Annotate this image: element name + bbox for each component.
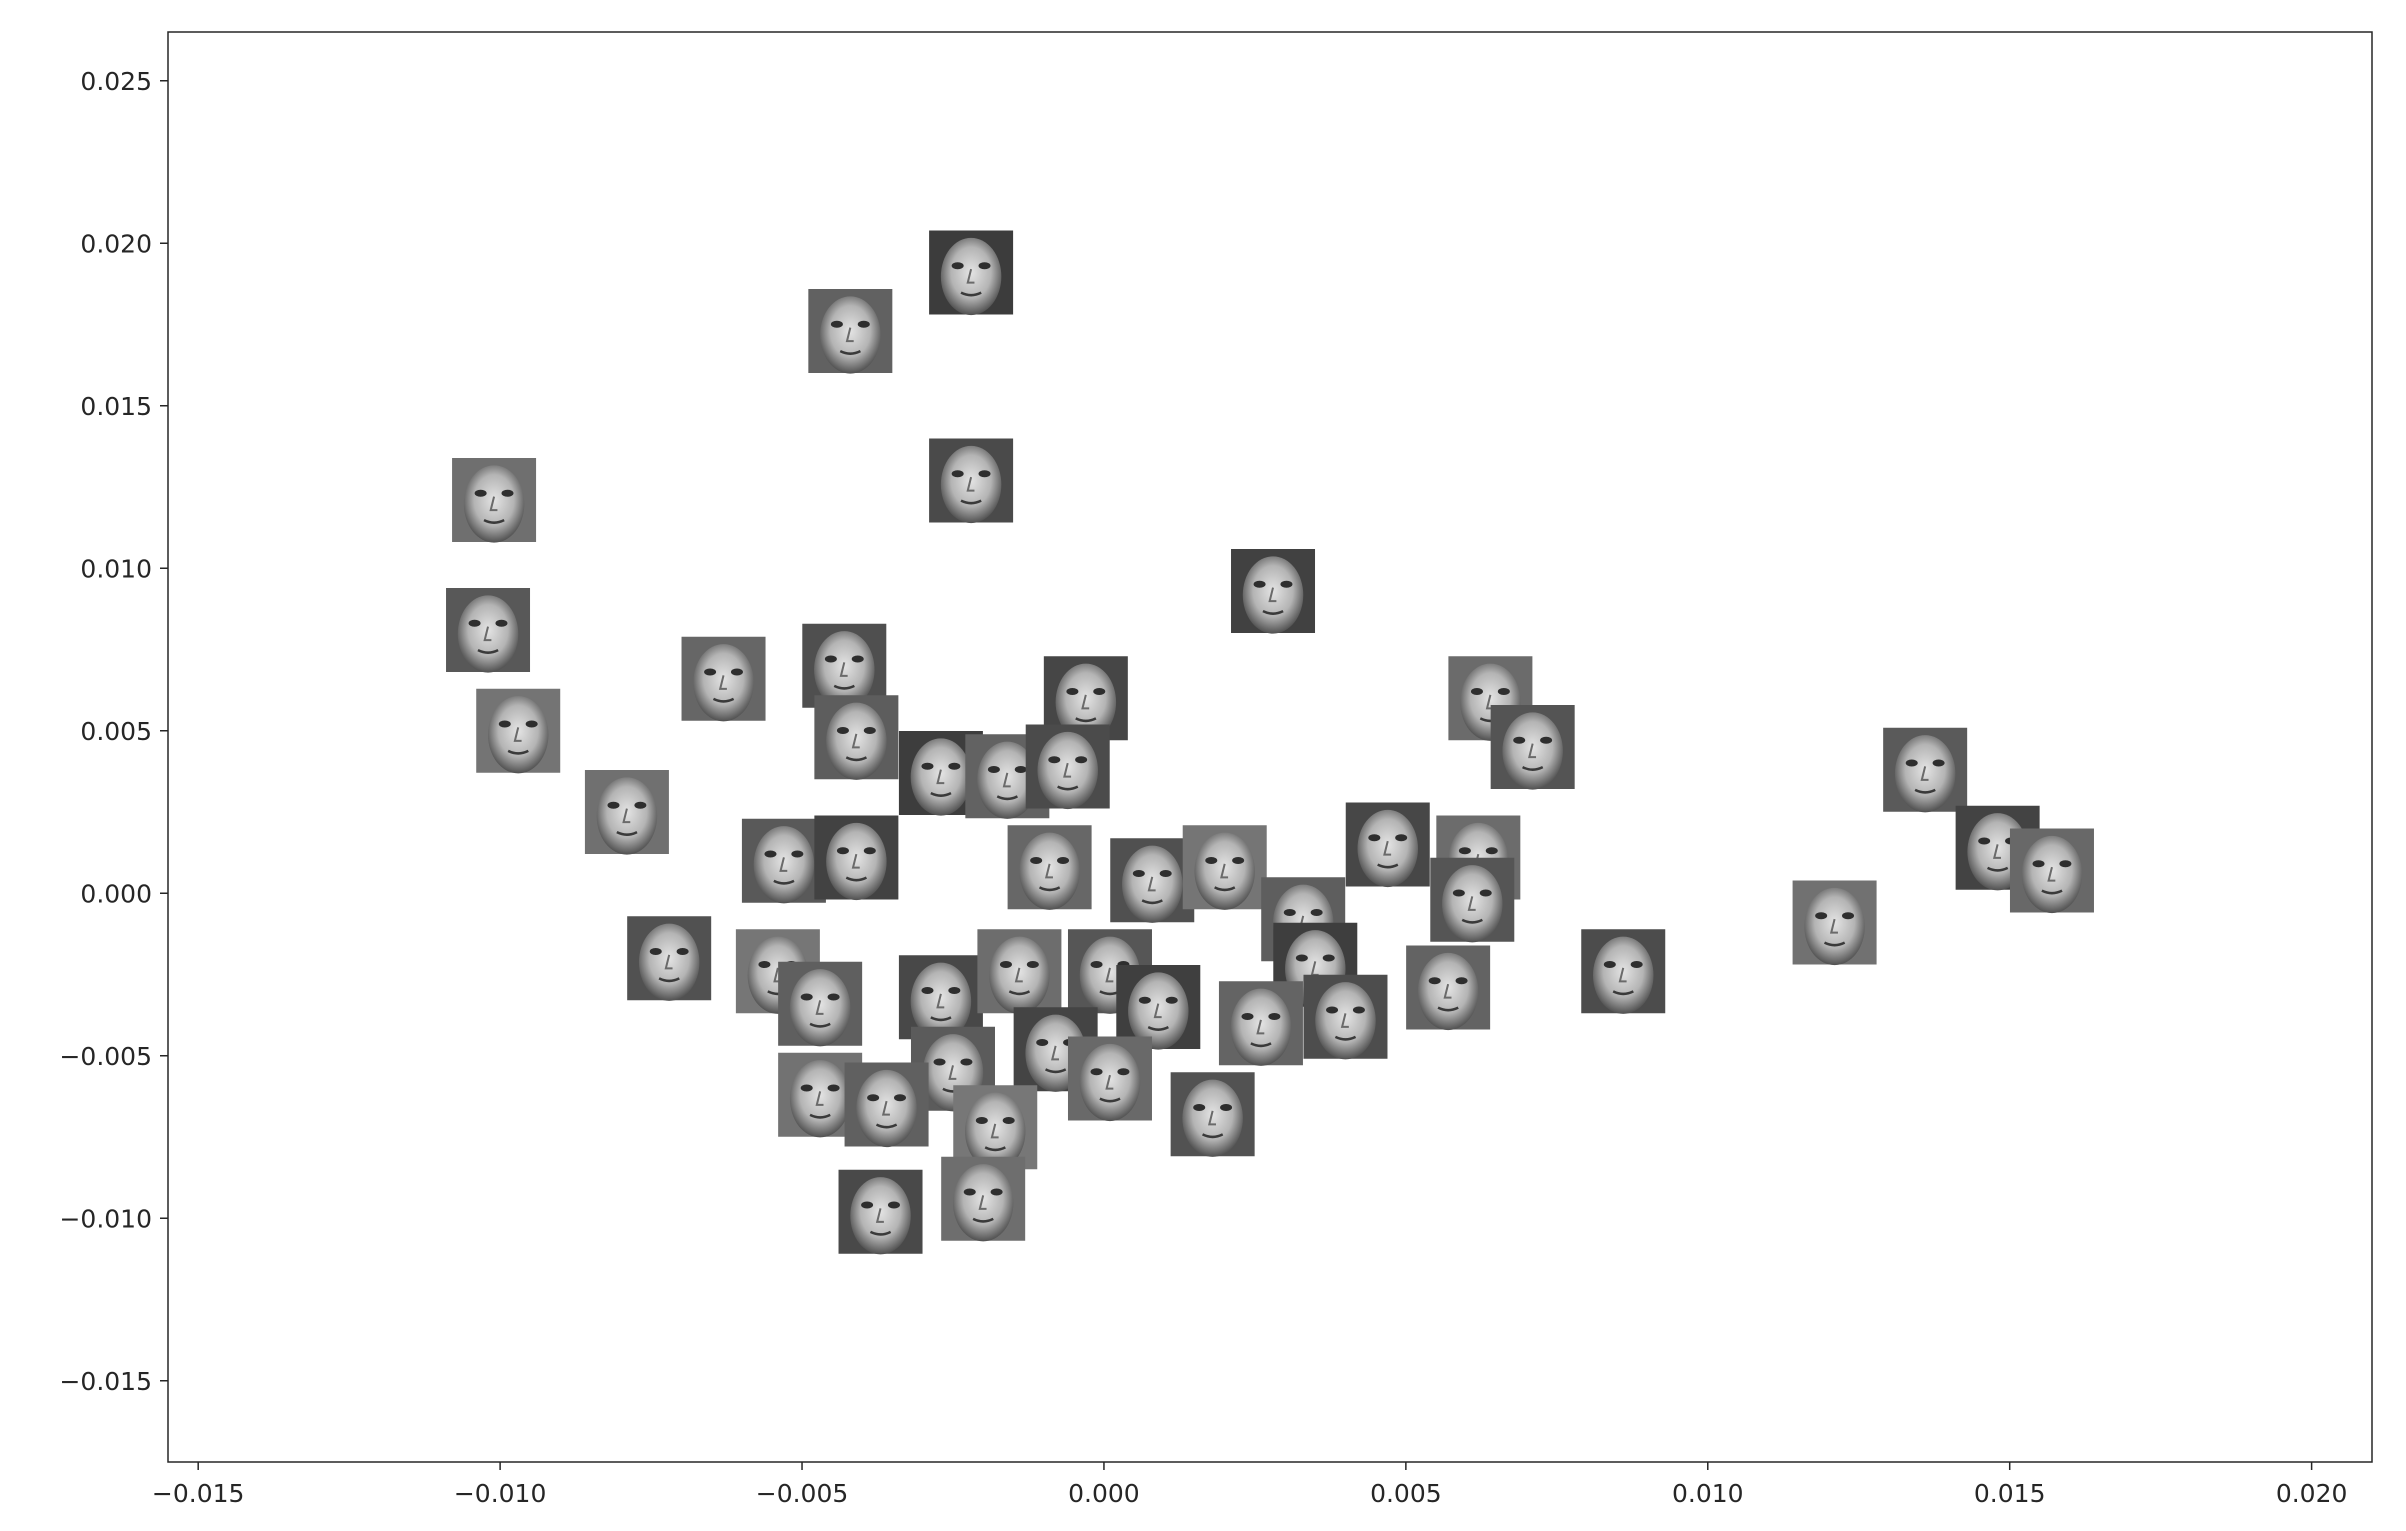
x-tick-label: −0.010 — [454, 1479, 547, 1508]
face-thumbnail-point — [808, 289, 893, 374]
x-tick-label: −0.005 — [756, 1479, 849, 1508]
y-tick-label: −0.005 — [59, 1042, 152, 1071]
face-thumbnail-point — [1170, 1072, 1255, 1157]
face-thumbnail-point — [1490, 705, 1575, 790]
face-thumbnail-point — [452, 458, 537, 543]
y-tick-label: 0.015 — [80, 392, 152, 421]
face-thumbnail-point — [1581, 929, 1666, 1014]
face-thumbnail-point — [1007, 825, 1092, 910]
x-tick-label: 0.005 — [1370, 1479, 1442, 1508]
face-thumbnail-point — [898, 731, 983, 816]
face-thumbnail-point — [1182, 825, 1267, 910]
face-thumbnail-point — [1345, 802, 1430, 888]
face-thumbnail-point — [476, 688, 561, 774]
face-thumbnail-point — [929, 438, 1014, 524]
x-tick-label: 0.015 — [1974, 1479, 2046, 1508]
face-thumbnail-point — [1406, 945, 1491, 1031]
face-thumbnail-point — [838, 1169, 923, 1255]
plot-frame — [167, 31, 2373, 1463]
face-thumbnail-point — [1218, 981, 1303, 1066]
x-axis: −0.015 −0.010 −0.005 0.000 0.005 0.010 0.015 0.… — [152, 1462, 2347, 1508]
y-tick-label: 0.000 — [80, 879, 152, 908]
face-thumbnail-point — [1430, 857, 1515, 943]
x-tick-label: 0.000 — [1068, 1479, 1140, 1508]
face-thumbnail-point — [1116, 965, 1201, 1050]
x-tick-label: −0.015 — [152, 1479, 245, 1508]
x-tick-label: 0.010 — [1672, 1479, 1744, 1508]
face-thumbnail-point — [2009, 828, 2094, 914]
face-thumbnail-point — [977, 929, 1062, 1014]
face-thumbnail-point — [778, 961, 863, 1047]
face-thumbnail-point — [802, 623, 887, 709]
face-thumbnail-point — [941, 1156, 1026, 1242]
face-thumbnail-point — [1303, 974, 1388, 1060]
face-thumbnail-point — [1231, 549, 1316, 634]
face-thumbnail-point — [584, 770, 669, 855]
face-thumbnail-point — [446, 588, 531, 673]
x-tick-label: 0.020 — [2276, 1479, 2348, 1508]
face-thumbnail-point — [844, 1062, 929, 1148]
face-thumbnail-point — [1110, 838, 1195, 923]
face-thumbnail-point — [681, 636, 766, 722]
face-thumbnail-point — [1067, 1036, 1152, 1122]
y-tick-label: 0.005 — [80, 717, 152, 746]
face-thumbnail-point — [1025, 724, 1110, 810]
face-thumbnail-point — [814, 695, 899, 780]
face-thumbnail-point — [814, 815, 899, 901]
y-tick-label: −0.015 — [59, 1367, 152, 1396]
y-axis: −0.015 −0.010 −0.005 0.000 0.005 0.010 0.015 0.… — [59, 67, 168, 1396]
face-thumbnail-point — [1883, 727, 1968, 813]
y-tick-label: 0.020 — [80, 229, 152, 258]
face-thumbnail-point — [929, 230, 1014, 316]
face-thumbnail-point — [627, 916, 712, 1001]
face-markers — [446, 230, 2094, 1255]
face-thumbnail-point — [898, 955, 983, 1040]
y-tick-label: 0.025 — [80, 67, 152, 96]
y-tick-label: −0.010 — [59, 1204, 152, 1233]
y-tick-label: 0.010 — [80, 554, 152, 583]
face-thumbnail-point — [953, 1085, 1038, 1170]
face-thumbnail-point — [1792, 880, 1877, 966]
face-thumbnail-point — [741, 818, 826, 904]
